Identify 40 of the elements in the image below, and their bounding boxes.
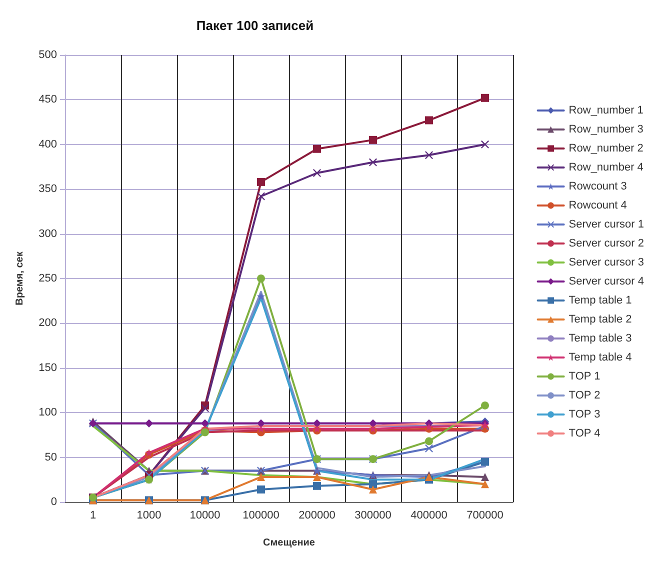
legend-label: Rowcount 4: [568, 200, 627, 212]
legend-label: Server cursor 4: [568, 276, 644, 288]
legend-label: TOP 4: [568, 428, 600, 440]
legend-label: Server cursor 2: [568, 238, 644, 250]
y-tick-label: 350: [38, 183, 57, 196]
x-tick-label: 200000: [298, 510, 336, 522]
legend-label: Temp table 1: [568, 294, 632, 306]
x-tick-label: 400000: [410, 510, 448, 522]
x-tick-label: 1: [90, 510, 96, 522]
chart-title: Пакет 100 записей: [196, 18, 314, 33]
x-tick-label: 1000: [136, 510, 162, 522]
legend-label: Row_number 3: [568, 124, 644, 136]
legend-label: TOP 1: [568, 370, 600, 382]
x-tick-label: 300000: [354, 510, 392, 522]
legend-label: Rowcount 3: [568, 180, 627, 192]
legend-label: Row_number 2: [568, 142, 644, 154]
y-tick-label: 500: [38, 49, 57, 61]
y-tick-label: 150: [38, 362, 57, 374]
y-tick-label: 50: [44, 451, 57, 464]
legend-label: Temp table 2: [568, 314, 632, 326]
legend-label: Temp table 3: [568, 332, 632, 344]
y-tick-label: 400: [38, 138, 57, 150]
x-axis-title: Смещение: [263, 538, 316, 548]
y-axis-title: Время, сек: [14, 250, 26, 306]
y-tick-label: 250: [38, 272, 57, 284]
legend-label: Server cursor 1: [568, 218, 644, 230]
x-tick-label: 100000: [242, 510, 280, 522]
legend-label: TOP 3: [568, 408, 600, 420]
legend-label: Temp table 4: [568, 352, 632, 364]
y-tick-label: 300: [38, 228, 57, 240]
legend-label: Row_number 4: [568, 162, 644, 174]
y-tick-label: 0: [50, 496, 57, 508]
y-tick-label: 450: [38, 94, 57, 106]
y-tick-label: 200: [38, 317, 57, 330]
x-tick-label: 10000: [190, 510, 220, 522]
legend-label: Row_number 1: [568, 104, 644, 116]
legend-label: TOP 2: [568, 390, 600, 402]
legend-label: Server cursor 3: [568, 256, 644, 268]
y-tick-label: 100: [38, 406, 57, 419]
x-tick-label: 700000: [466, 510, 504, 522]
